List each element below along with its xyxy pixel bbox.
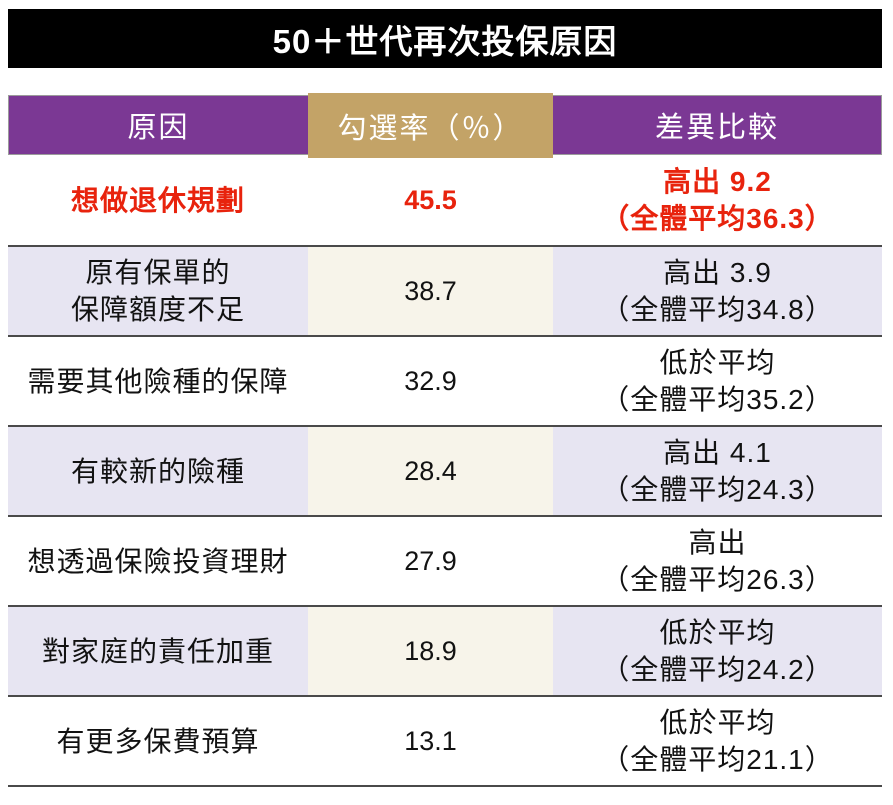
reason-cell: 需要其他險種的保障 xyxy=(27,365,289,397)
difference-cell: 高出 9.2 （全體平均36.3） xyxy=(601,166,834,234)
reason-cell: 想做退休規劃 xyxy=(70,184,245,216)
difference-cell: 低於平均 （全體平均24.2） xyxy=(553,607,882,695)
title-bar: 50＋世代再次投保原因 xyxy=(8,9,882,68)
rate-cell: 18.9 xyxy=(308,607,553,695)
reason-cell: 有更多保費預算 xyxy=(56,725,260,757)
table-row: 想做退休規劃 45.5 高出 9.2 （全體平均36.3） xyxy=(8,155,882,245)
rate-cell: 38.7 xyxy=(308,247,553,335)
table-row: 有較新的險種 28.4 高出 4.1 （全體平均24.3） xyxy=(8,425,882,515)
column-header-difference: 差異比較 xyxy=(553,96,881,154)
column-header-rate: 勾選率（％） xyxy=(308,93,553,158)
rate-cell: 28.4 xyxy=(308,427,553,515)
table-row: 原有保單的 保障額度不足 38.7 高出 3.9 （全體平均34.8） xyxy=(8,245,882,335)
difference-cell: 低於平均 （全體平均35.2） xyxy=(601,347,834,415)
table-row: 有更多保費預算 13.1 低於平均 （全體平均21.1） xyxy=(8,695,882,785)
reason-cell: 原有保單的 保障額度不足 xyxy=(8,247,308,335)
table-header-row: 原因 勾選率（％） 差異比較 xyxy=(8,93,882,158)
reason-cell: 對家庭的責任加重 xyxy=(8,607,308,695)
rate-cell: 45.5 xyxy=(404,184,457,215)
rate-cell: 27.9 xyxy=(404,545,457,576)
difference-cell: 低於平均 （全體平均21.1） xyxy=(601,707,834,775)
rate-cell: 13.1 xyxy=(404,725,457,756)
reinsurance-reasons-table: 原因 勾選率（％） 差異比較 想做退休規劃 45.5 高出 9.2 （全體平均3… xyxy=(8,93,882,787)
reason-cell: 有較新的險種 xyxy=(8,427,308,515)
page-title: 50＋世代再次投保原因 xyxy=(272,22,618,60)
table-row: 對家庭的責任加重 18.9 低於平均 （全體平均24.2） xyxy=(8,605,882,695)
difference-cell: 高出 （全體平均26.3） xyxy=(601,527,834,595)
difference-cell: 高出 3.9 （全體平均34.8） xyxy=(553,247,882,335)
column-header-reason: 原因 xyxy=(9,96,308,154)
rate-cell: 32.9 xyxy=(404,365,457,396)
difference-cell: 高出 4.1 （全體平均24.3） xyxy=(553,427,882,515)
reason-cell: 想透過保險投資理財 xyxy=(27,545,289,577)
table-row: 需要其他險種的保障 32.9 低於平均 （全體平均35.2） xyxy=(8,335,882,425)
table-row: 想透過保險投資理財 27.9 高出 （全體平均26.3） xyxy=(8,515,882,605)
